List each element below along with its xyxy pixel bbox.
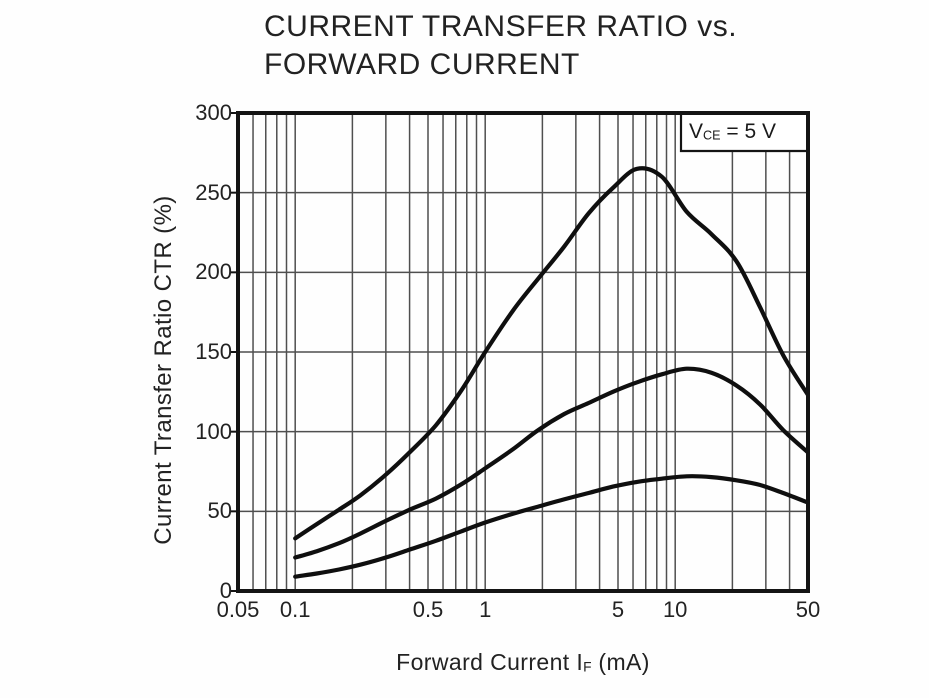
vce-annotation-box: [681, 113, 808, 151]
plot-frame: [236, 111, 810, 593]
x-tick-label: 0.05: [216, 597, 260, 622]
y-tick-label: 300: [195, 100, 232, 125]
y-tick-label: 0: [219, 578, 232, 603]
x-tick-label: 0.5: [412, 597, 444, 622]
y-tick-label: 100: [195, 418, 232, 444]
x-tick-label: 50: [795, 597, 821, 622]
upper-curve: [293, 166, 808, 541]
vce-annotation: VCE = 5 V: [689, 120, 776, 144]
x-axis-label: Forward Current IF (mA): [396, 649, 650, 676]
chart-title-line2: FORWARD CURRENT: [264, 48, 580, 81]
y-tick-label: 200: [195, 259, 232, 285]
y-tick-label: 250: [195, 179, 232, 205]
x-tick-label: 0.1: [279, 597, 311, 622]
chart-title: CURRENT TRANSFER RATIO vs. FORWARD CURRE…: [264, 8, 737, 84]
x-tick-label: 1: [479, 597, 492, 622]
vce-annotation-symbol: V: [689, 120, 704, 143]
x-axis-label-subscript: F: [583, 659, 592, 675]
x-tick-label: 5: [611, 597, 625, 622]
chart-title-line1: CURRENT TRANSFER RATIO vs.: [264, 10, 738, 43]
x-axis-label-text: Forward Current I: [396, 649, 584, 675]
vce-annotation-value: = 5 V: [720, 120, 776, 143]
x-axis-label-unit: (mA): [591, 649, 650, 675]
middle-curve: [293, 366, 808, 560]
y-axis-label-text: Current Transfer Ratio CTR (%): [150, 195, 177, 545]
y-tick-label: 150: [195, 339, 232, 364]
y-axis-label: Current Transfer Ratio CTR (%): [150, 195, 178, 544]
vce-annotation-subscript: CE: [703, 128, 721, 143]
lower-curve: [293, 474, 808, 579]
x-tick-label: 10: [662, 597, 688, 622]
vce-annotation-box-border: [679, 113, 808, 153]
y-tick-label: 50: [207, 498, 232, 524]
